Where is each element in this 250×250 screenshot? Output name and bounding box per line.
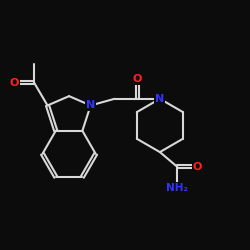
Text: O: O (10, 78, 19, 88)
Text: O: O (192, 162, 202, 172)
Text: N: N (155, 94, 164, 104)
Text: O: O (132, 74, 142, 84)
Text: NH₂: NH₂ (166, 183, 188, 193)
Text: N: N (86, 100, 95, 110)
